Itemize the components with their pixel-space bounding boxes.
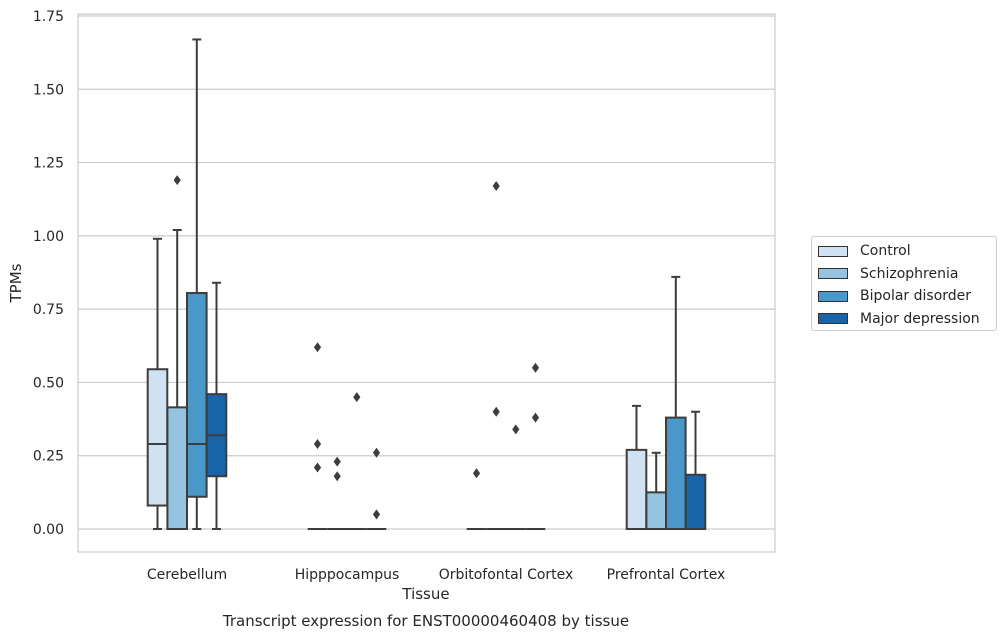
box-2-2 — [506, 424, 526, 530]
outlier-point — [333, 456, 341, 467]
x-tick-labels: Cerebellum Hipppocampus Orbitofontal Corte… — [147, 567, 725, 583]
box-1-0 — [307, 342, 328, 530]
y-tick-label: 1.00 — [33, 229, 64, 245]
legend-item: Major depression — [818, 308, 996, 331]
legend-item: Bipolar disorder — [818, 285, 996, 308]
legend-swatch — [818, 290, 848, 302]
legend-label: Schizophrenia — [860, 265, 959, 282]
outlier-point — [353, 392, 361, 403]
outlier-point — [472, 468, 481, 479]
box-body — [684, 473, 707, 531]
outlier-point — [512, 424, 520, 435]
box-body — [625, 448, 648, 531]
x-axis-label: Tissue — [401, 585, 449, 603]
x-tick-label: Orbitofontal Cortex — [439, 567, 574, 583]
y-tick-label: 1.75 — [33, 9, 64, 25]
legend: Control Schizophrenia Bipolar disorder Majo… — [811, 236, 997, 331]
outlier-point — [313, 438, 322, 449]
box-body — [166, 406, 188, 530]
box-body — [665, 416, 687, 530]
y-tick-label: 0.50 — [33, 375, 64, 391]
legend-swatch — [818, 245, 848, 257]
y-tick-label: 1.25 — [33, 156, 64, 172]
box-3-2 — [665, 275, 687, 530]
box-1-3 — [366, 447, 387, 530]
legend-label: Bipolar disorder — [860, 288, 972, 305]
legend-label: Control — [860, 243, 911, 260]
plot-frame — [77, 13, 776, 553]
outlier-point — [313, 342, 322, 353]
outlier-point — [313, 462, 322, 473]
box-0-2 — [186, 38, 208, 530]
box-0-1 — [166, 175, 188, 530]
box-0-3 — [205, 281, 228, 530]
box-groups — [146, 38, 707, 531]
box-3-3 — [684, 410, 707, 531]
legend-swatch — [818, 268, 848, 280]
box-0-0 — [146, 237, 169, 530]
legend-swatch — [818, 313, 848, 325]
box-3-1 — [645, 451, 668, 531]
legend-label: Major depression — [860, 310, 980, 327]
y-tick-label: 1.50 — [33, 82, 64, 98]
y-tick-label: 0.00 — [33, 522, 64, 538]
x-tick-label: Hipppocampus — [295, 567, 400, 583]
box-body — [645, 491, 668, 531]
outlier-point — [531, 412, 540, 423]
outlier-point — [372, 447, 381, 458]
y-tick-labels: 0.00 0.25 0.50 0.75 1.00 1.25 1.50 1.75 — [33, 9, 64, 538]
box-2-0 — [466, 468, 487, 530]
outlier-point — [531, 362, 540, 373]
legend-item: Schizophrenia — [818, 263, 996, 286]
chart-caption: Transcript expression for ENST0000046040… — [222, 612, 629, 630]
box-body — [146, 368, 169, 507]
box-2-3 — [525, 362, 546, 530]
y-axis-label: TPMs — [7, 263, 25, 303]
legend-item: Control — [818, 240, 996, 263]
outlier-point — [333, 471, 341, 482]
y-tick-label: 0.25 — [33, 449, 64, 465]
box-body — [186, 292, 208, 498]
x-tick-label: Prefrontal Cortex — [607, 567, 726, 583]
y-tick-label: 0.75 — [33, 302, 64, 318]
box-1-1 — [327, 456, 347, 530]
box-1-2 — [347, 392, 367, 530]
outlier-point — [492, 406, 500, 417]
outlier-point — [372, 509, 381, 520]
outlier-point — [492, 181, 500, 192]
box-3-0 — [625, 404, 648, 531]
box-2-1 — [486, 181, 506, 530]
x-tick-label: Cerebellum — [147, 567, 227, 583]
outlier-point — [173, 175, 181, 186]
